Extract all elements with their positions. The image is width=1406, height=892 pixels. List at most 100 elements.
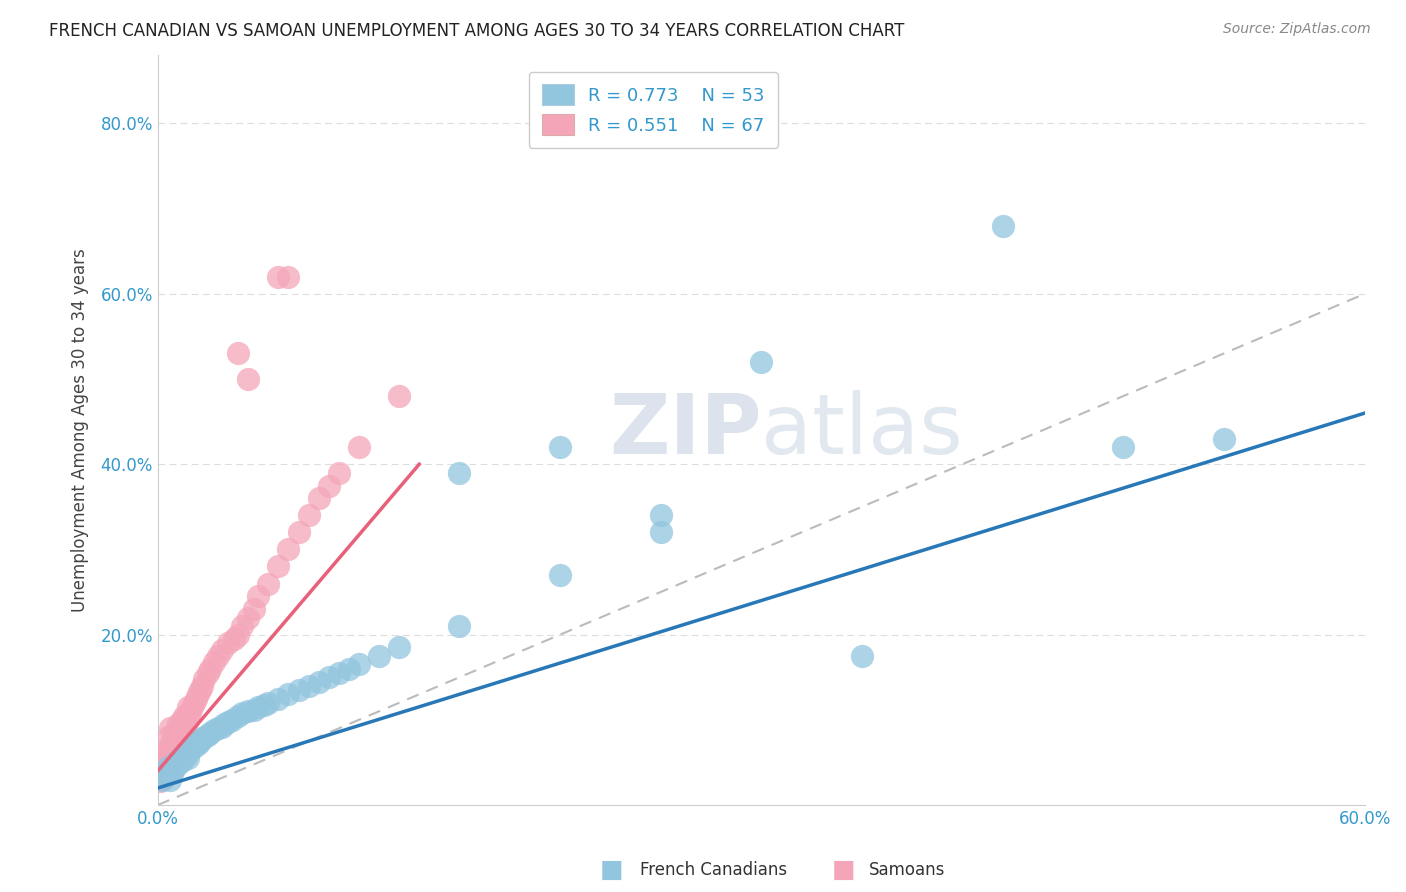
Point [211, 720, 233, 734]
Point [177, 700, 200, 714]
Point [449, 619, 471, 633]
Point [166, 717, 188, 731]
Point [247, 589, 270, 603]
Point [169, 722, 191, 736]
Y-axis label: Unemployment Among Ages 30 to 34 years: Unemployment Among Ages 30 to 34 years [72, 248, 89, 612]
Point [337, 662, 360, 676]
Point [287, 683, 309, 698]
Point [851, 648, 873, 663]
Point [165, 730, 187, 744]
Point [177, 713, 200, 727]
Point [152, 764, 174, 778]
Point [156, 756, 179, 770]
Point [193, 672, 215, 686]
Point [165, 756, 187, 770]
Point [160, 765, 183, 780]
Point [152, 768, 174, 782]
Point [180, 739, 202, 753]
Point [318, 670, 340, 684]
Point [308, 674, 330, 689]
Point [188, 734, 211, 748]
Point [187, 687, 209, 701]
Point [169, 751, 191, 765]
Point [150, 768, 173, 782]
Legend: R = 0.773    N = 53, R = 0.551    N = 67: R = 0.773 N = 53, R = 0.551 N = 67 [529, 71, 778, 148]
Point [297, 508, 319, 523]
Point [224, 632, 246, 646]
Point [165, 740, 187, 755]
Point [160, 751, 183, 765]
Point [388, 640, 411, 655]
Point [267, 269, 290, 284]
Point [169, 731, 191, 746]
Point [163, 747, 186, 761]
Point [150, 772, 173, 787]
Point [155, 765, 177, 780]
Point [159, 751, 181, 765]
Point [163, 762, 186, 776]
Point [238, 704, 260, 718]
Text: atlas: atlas [761, 390, 963, 471]
Point [166, 728, 188, 742]
Point [191, 731, 214, 746]
Point [347, 440, 370, 454]
Point [197, 728, 219, 742]
Point [188, 683, 211, 698]
Point [174, 717, 197, 731]
Point [238, 610, 260, 624]
Point [650, 508, 672, 523]
Point [198, 725, 221, 739]
Point [749, 355, 772, 369]
Point [174, 748, 197, 763]
Point [347, 657, 370, 672]
Point [198, 662, 221, 676]
Point [267, 559, 290, 574]
Point [159, 722, 181, 736]
Point [159, 739, 181, 753]
Point [170, 713, 193, 727]
Point [191, 679, 214, 693]
Point [193, 730, 215, 744]
Point [238, 372, 260, 386]
Point [187, 737, 209, 751]
Point [211, 643, 233, 657]
Point [166, 737, 188, 751]
Point [217, 714, 239, 729]
Point [243, 602, 266, 616]
Point [318, 478, 340, 492]
Point [180, 700, 202, 714]
Point [155, 747, 177, 761]
Point [257, 576, 280, 591]
Point [152, 771, 174, 785]
Point [150, 772, 173, 787]
Point [173, 722, 195, 736]
Point [197, 665, 219, 680]
Point [156, 742, 179, 756]
Point [173, 708, 195, 723]
Point [170, 754, 193, 768]
Text: ■: ■ [832, 858, 855, 881]
Point [159, 757, 181, 772]
Point [163, 725, 186, 739]
Point [221, 713, 243, 727]
Point [231, 619, 253, 633]
Text: Source: ZipAtlas.com: Source: ZipAtlas.com [1223, 22, 1371, 37]
Point [231, 706, 253, 720]
Point [183, 740, 205, 755]
Point [277, 542, 299, 557]
Point [226, 346, 249, 360]
Point [257, 696, 280, 710]
Text: ZIP: ZIP [609, 390, 761, 471]
Point [226, 708, 249, 723]
Point [163, 739, 186, 753]
Point [308, 491, 330, 506]
Text: FRENCH CANADIAN VS SAMOAN UNEMPLOYMENT AMONG AGES 30 TO 34 YEARS CORRELATION CHA: FRENCH CANADIAN VS SAMOAN UNEMPLOYMENT A… [49, 22, 904, 40]
Point [152, 751, 174, 765]
Point [247, 700, 270, 714]
Point [207, 648, 229, 663]
Text: French Canadians: French Canadians [640, 861, 787, 879]
Point [184, 691, 207, 706]
Point [177, 751, 200, 765]
Point [160, 734, 183, 748]
Point [287, 525, 309, 540]
